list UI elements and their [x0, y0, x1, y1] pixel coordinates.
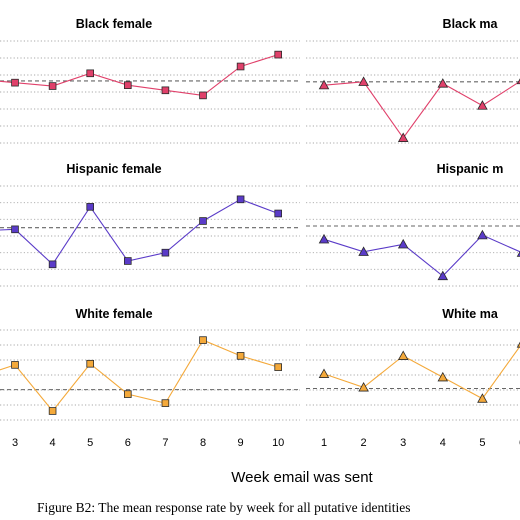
data-point-triangle [397, 350, 409, 360]
series-line [0, 198, 279, 266]
x-tick-label: 5 [479, 437, 485, 449]
panel-title: Black female [76, 17, 152, 31]
figure-caption: Figure B2: The mean response rate by wee… [37, 500, 411, 515]
data-point-triangle [318, 368, 330, 378]
data-point-triangle [358, 76, 369, 86]
data-point-triangle [477, 100, 488, 110]
x-tick-label: 3 [400, 437, 406, 449]
x-axis-title: Week email was sent [231, 469, 373, 486]
data-point-triangle [358, 246, 369, 256]
data-point-square [124, 257, 132, 265]
data-point-square [161, 399, 170, 407]
series-hispanic [0, 195, 282, 269]
data-point-triangle [397, 132, 409, 142]
data-point-square [274, 363, 282, 371]
x-tick-label: 3 [12, 437, 18, 449]
series-white [0, 336, 282, 415]
data-point-square [274, 209, 282, 218]
series-black [318, 76, 520, 142]
panels-layer: Black female Black ma Hispanic female Hispa… [0, 17, 520, 421]
panel-title: Black ma [443, 17, 499, 31]
panel-title: White ma [442, 307, 499, 321]
x-tick-label: 7 [162, 437, 168, 449]
x-axis-ticks: 3 4 5 6 7 8 9 10 1 2 3 4 5 6 [12, 437, 520, 449]
series-black [0, 50, 282, 100]
series-line [323, 80, 520, 139]
x-tick-label: 10 [272, 437, 284, 449]
data-point-square [236, 62, 245, 71]
series-white [318, 341, 520, 403]
data-point-square [161, 248, 170, 257]
data-point-square [11, 225, 19, 234]
x-tick-label: 4 [440, 437, 446, 449]
data-point-triangle [318, 233, 330, 244]
panel-hispanic-female: Hispanic female [0, 162, 300, 287]
data-point-triangle [477, 229, 488, 240]
data-point-square [236, 195, 245, 204]
x-tick-label: 9 [238, 437, 244, 449]
panel-hispanic-m: Hispanic m [306, 162, 520, 287]
series-line [323, 345, 520, 400]
data-point-square [48, 260, 57, 269]
data-point-square [86, 69, 95, 78]
x-tick-label: 4 [50, 437, 56, 449]
data-point-triangle [397, 238, 409, 249]
series-hispanic [318, 229, 520, 281]
data-point-square [86, 359, 95, 368]
series-line [323, 234, 520, 277]
data-point-square [124, 81, 132, 90]
data-point-square [199, 336, 207, 344]
data-point-square [161, 86, 170, 95]
data-point-square [11, 78, 19, 87]
panel-white-ma: White ma [306, 307, 520, 421]
data-point-triangle [477, 393, 488, 403]
data-point-triangle [358, 381, 369, 392]
data-point-square [48, 82, 57, 90]
panel-white-female: White female [0, 307, 300, 421]
series-line [0, 339, 279, 412]
panel-black-ma: Black ma [306, 17, 520, 144]
data-point-square [236, 352, 245, 360]
data-point-square [124, 390, 132, 398]
x-tick-label: 6 [519, 437, 520, 449]
data-point-square [274, 50, 282, 59]
x-tick-label: 5 [87, 437, 93, 449]
data-point-triangle [437, 78, 449, 88]
x-tick-label: 8 [200, 437, 206, 449]
data-point-triangle [318, 79, 330, 90]
panel-title: White female [75, 307, 152, 321]
x-tick-label: 6 [125, 437, 131, 449]
panel-black-female: Black female [0, 17, 300, 144]
data-point-triangle [437, 371, 449, 382]
data-point-square [86, 203, 95, 211]
data-point-square [48, 407, 57, 415]
data-point-triangle [437, 270, 449, 281]
x-tick-label: 1 [321, 437, 327, 449]
panel-title: Hispanic female [66, 162, 161, 176]
panel-title: Hispanic m [437, 162, 504, 176]
x-tick-label: 2 [361, 437, 367, 449]
data-point-square [199, 91, 207, 100]
data-point-square [199, 217, 207, 225]
data-point-square [11, 361, 19, 369]
